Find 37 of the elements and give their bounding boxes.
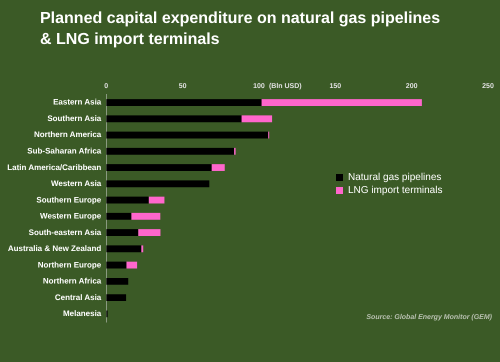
- bar: [106, 115, 242, 122]
- y-tick-label: Southern Asia: [47, 114, 102, 123]
- y-tick-label: South-eastern Asia: [28, 228, 102, 237]
- bar: [106, 229, 138, 236]
- y-tick-label: Western Europe: [40, 212, 102, 221]
- bar: [262, 99, 422, 106]
- bar: [106, 245, 142, 252]
- bar: [106, 212, 132, 220]
- bar: [106, 262, 126, 269]
- bar: [106, 99, 262, 106]
- y-tick-label: Eastern Asia: [53, 98, 102, 107]
- bar: [138, 229, 160, 236]
- y-tick-label: Northern America: [34, 130, 102, 140]
- bar: [106, 196, 149, 204]
- y-tick-label: Melanesia: [63, 309, 102, 318]
- y-tick-label: Central Asia: [54, 292, 102, 302]
- bar: [212, 164, 225, 171]
- bar: [106, 148, 234, 155]
- y-tick-label: Latin America/Caribbean: [7, 162, 102, 172]
- y-tick-label: Australia & New Zealand: [8, 244, 102, 254]
- chart-title: Planned capital expenditure on natural gas pipelines & LNG import terminals: [40, 9, 442, 50]
- legend-label: LNG import terminals: [348, 185, 442, 196]
- y-tick-label: Northern Africa: [42, 276, 102, 286]
- bar: [106, 180, 210, 188]
- y-tick-label: Northern Europe: [38, 260, 102, 270]
- y-tick-label: Southern Europe: [36, 195, 102, 204]
- bar: [106, 278, 128, 285]
- bar: [148, 196, 164, 204]
- y-tick-label: Sub-Saharan Africa: [27, 146, 102, 156]
- bar: [131, 212, 160, 220]
- bar: [106, 164, 212, 171]
- bar: [106, 132, 268, 138]
- bar: [242, 115, 272, 122]
- bar: [126, 262, 138, 269]
- bar: [106, 294, 126, 302]
- legend-label: Natural gas pipelines: [348, 172, 442, 183]
- y-tick-label: Western Asia: [51, 179, 102, 188]
